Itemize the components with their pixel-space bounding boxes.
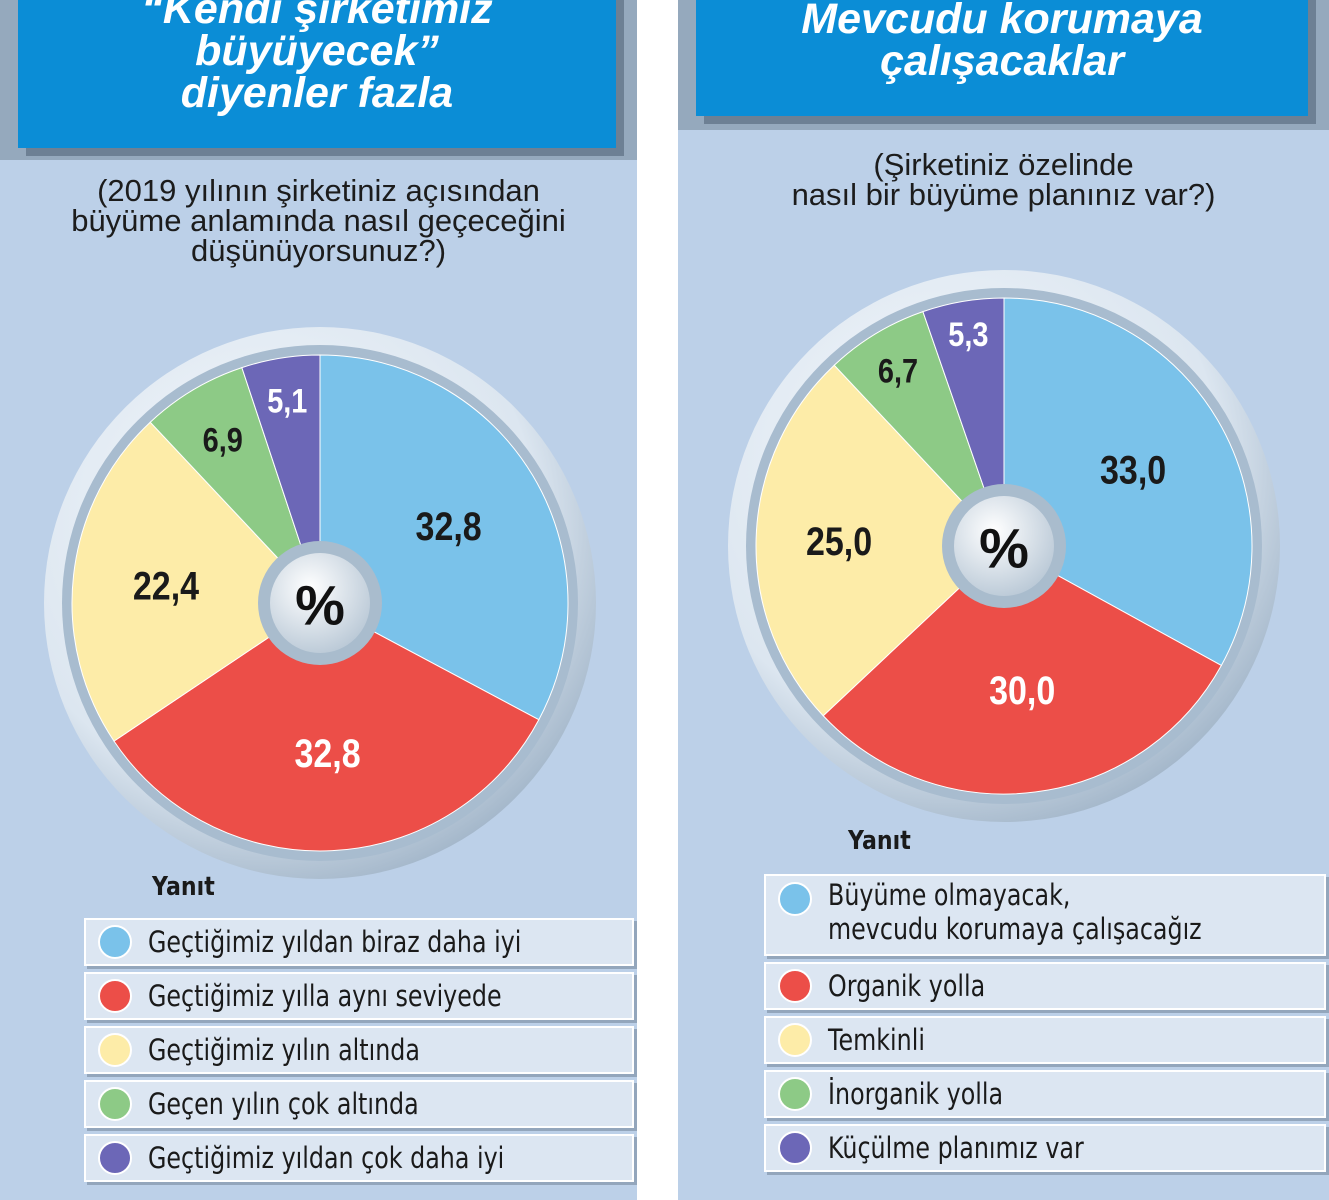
legend-label: İnorganik yolla: [828, 1077, 1003, 1111]
question-line: (2019 yılının şirketiniz açısından: [97, 173, 540, 208]
legend-label: Büyüme olmayacak, mevcudu korumaya çalışa…: [828, 878, 1202, 946]
right-question: (Şirketiniz özelinde nasıl bir büyüme pl…: [678, 147, 1329, 212]
right-panel: Mevcudu korumaya çalışacaklar (Şirketini…: [678, 0, 1329, 1200]
question-line: düşünüyorsunuz?): [190, 233, 447, 268]
legend-dot-icon: [98, 1087, 132, 1121]
percent-symbol: %: [295, 574, 345, 637]
left-question: (2019 yılının şirketiniz açısından büyüm…: [0, 173, 637, 268]
legend-label: Geçtiğimiz yılın altında: [148, 1033, 420, 1067]
title-line: büyüyecek”: [195, 27, 439, 75]
legend-label: Geçen yılın çok altında: [148, 1087, 419, 1121]
legend-label-line: Küçülme planımız var: [828, 1131, 1084, 1165]
legend-label-line: Geçtiğimiz yılla aynı seviyede: [148, 979, 502, 1013]
legend-dot-icon: [778, 1077, 812, 1111]
left-pie-chart: 32,8 32,8 22,4 6,9 5,1%: [44, 327, 596, 879]
question-line: büyüme anlamında nasıl geçeceğini: [71, 203, 566, 238]
legend-label: Geçtiğimiz yıldan biraz daha iyi: [148, 925, 521, 959]
right-title: Mevcudu korumaya çalışacaklar: [696, 0, 1308, 116]
legend-item: Geçen yılın çok altında: [84, 1080, 634, 1128]
title-line: çalışacaklar: [880, 37, 1124, 85]
pie-slice: [71, 421, 321, 742]
right-pie-chart: 33,0 30,0 25,0 6,7 5,3%: [728, 270, 1280, 822]
pie-slice-label: 30,0: [989, 667, 1055, 712]
legend-item: Temkinli: [764, 1016, 1326, 1064]
legend-item: Büyüme olmayacak, mevcudu korumaya çalışa…: [764, 874, 1326, 956]
legend-label-line: Geçen yılın çok altında: [148, 1087, 419, 1121]
pie-slice: [113, 602, 540, 852]
question-line: nasıl bir büyüme planınız var?): [791, 177, 1216, 212]
legend-item: Organik yolla: [764, 962, 1326, 1010]
pie-slice: [922, 297, 1005, 547]
legend-label-line: mevcudu korumaya çalışacağız: [828, 912, 1202, 946]
title-line: Mevcudu korumaya: [801, 0, 1203, 43]
left-panel: “Kendi şirketimiz büyüyecek” diyenler fa…: [0, 0, 637, 1200]
legend-label: Geçtiğimiz yılla aynı seviyede: [148, 979, 502, 1013]
legend-dot-icon: [778, 1131, 812, 1165]
pie-slice: [149, 366, 321, 604]
pie-slice: [319, 354, 569, 721]
legend-item: Küçülme planımız var: [764, 1124, 1326, 1172]
legend-label-line: İnorganik yolla: [828, 1077, 1004, 1111]
legend-item: Geçtiğimiz yılla aynı seviyede: [84, 972, 634, 1020]
percent-symbol: %: [979, 517, 1029, 580]
legend-label-line: Organik yolla: [828, 969, 986, 1003]
pie-hub: [954, 496, 1054, 596]
legend-item: İnorganik yolla: [764, 1070, 1326, 1118]
legend-label-line: Geçtiğimiz yıldan çok daha iyi: [148, 1141, 505, 1175]
pie-slice-label: 33,0: [1100, 447, 1166, 492]
legend-dot-icon: [778, 969, 812, 1003]
legend-label-line: Geçtiğimiz yılın altında: [148, 1033, 420, 1067]
legend-dot-icon: [778, 1023, 812, 1057]
legend-title: Yanıt: [152, 872, 215, 902]
legend-label-line: Büyüme olmayacak,: [828, 878, 1071, 912]
legend-label-line: Geçtiğimiz yıldan biraz daha iyi: [148, 925, 522, 959]
legend-item: Geçtiğimiz yıldan biraz daha iyi: [84, 918, 634, 966]
legend-dot-icon: [98, 1033, 132, 1067]
title-line: “Kendi şirketimiz: [141, 0, 493, 33]
pie-slice-label: 22,4: [133, 563, 199, 608]
legend-dot-icon: [98, 979, 132, 1013]
pie-slice-label: 25,0: [806, 518, 872, 563]
legend-title: Yanıt: [848, 826, 911, 856]
pie-slice-label: 32,8: [294, 730, 360, 775]
pie-slice-label: 32,8: [416, 503, 482, 548]
legend-label-line: Temkinli: [828, 1023, 925, 1057]
pie-slice-label: 5,3: [948, 315, 988, 354]
pie-hub: [270, 553, 370, 653]
question-line: (Şirketiniz özelinde: [873, 147, 1134, 182]
pie-slice: [755, 364, 1005, 717]
legend-label: Geçtiğimiz yıldan çok daha iyi: [148, 1141, 504, 1175]
legend-dot-icon: [778, 882, 812, 916]
legend-label: Temkinli: [828, 1023, 925, 1057]
left-title: “Kendi şirketimiz büyüyecek” diyenler fa…: [18, 0, 616, 148]
pie-slice: [1003, 297, 1253, 667]
legend-dot-icon: [98, 1141, 132, 1175]
pie-slice: [241, 354, 321, 604]
legend-dot-icon: [98, 925, 132, 959]
title-line: diyenler fazla: [180, 69, 454, 117]
pie-slice-label: 6,9: [203, 420, 243, 459]
pie-slice: [822, 545, 1223, 795]
legend-item: Geçtiğimiz yıldan çok daha iyi: [84, 1134, 634, 1182]
pie-slice-label: 5,1: [267, 381, 307, 420]
pie-slice-label: 6,7: [878, 351, 918, 390]
legend-label: Organik yolla: [828, 969, 985, 1003]
legend-label: Küçülme planımız var: [828, 1131, 1084, 1165]
legend-item: Geçtiğimiz yılın altında: [84, 1026, 634, 1074]
